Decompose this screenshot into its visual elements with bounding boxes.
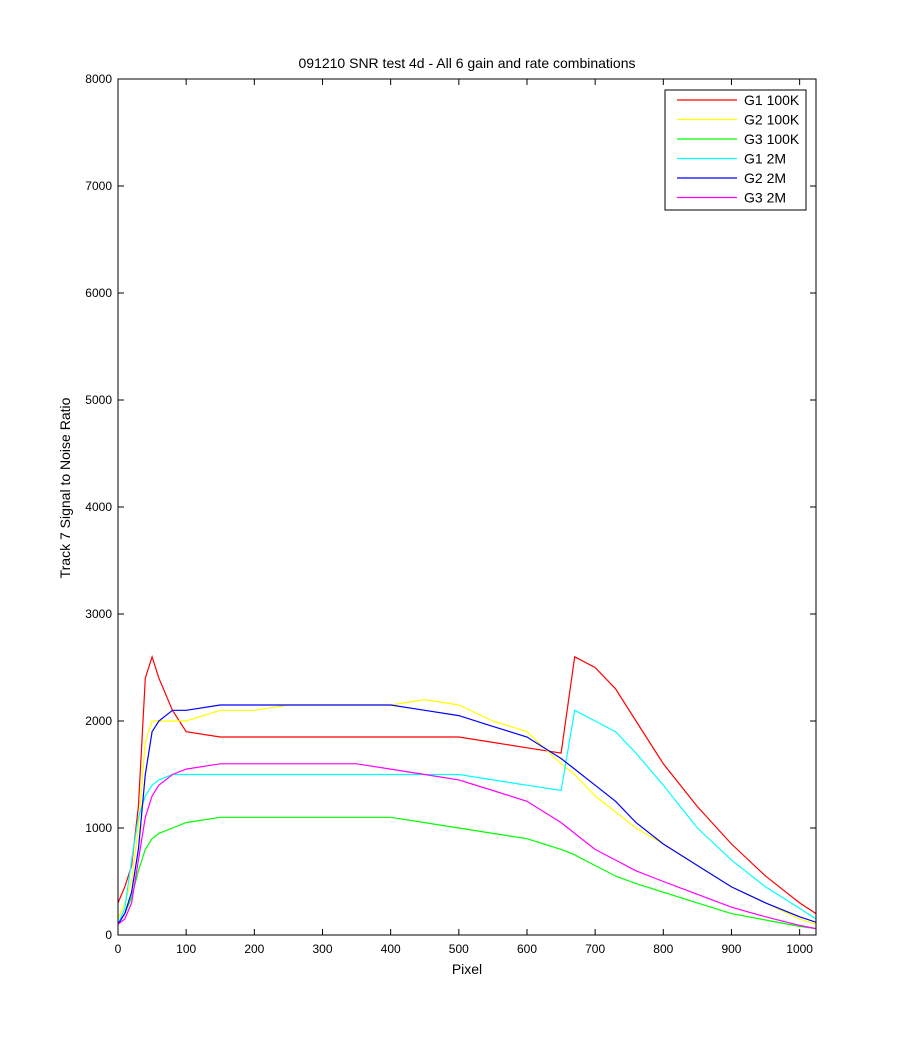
y-axis: 0 1000 2000 3000 4000 5000 6000 7000 8000 xyxy=(85,72,816,942)
y-tick-label: 6000 xyxy=(85,286,112,300)
series-line-6 xyxy=(118,763,816,930)
x-tick-label: 400 xyxy=(381,942,401,956)
y-tick-label: 0 xyxy=(105,928,112,942)
legend-label: G1 2M xyxy=(744,151,786,167)
series-line-1 xyxy=(118,654,816,915)
series-layer xyxy=(118,654,816,930)
y-tick-label: 3000 xyxy=(85,607,112,621)
x-tick-label: 200 xyxy=(244,942,264,956)
series-line-2 xyxy=(118,698,816,925)
legend-label: G1 100K xyxy=(744,92,800,108)
x-tick-label: 500 xyxy=(449,942,469,956)
x-tick-label: 1000 xyxy=(786,942,813,956)
x-tick-label: 100 xyxy=(176,942,196,956)
y-tick-label: 1000 xyxy=(85,821,112,835)
x-axis-label: Pixel xyxy=(452,961,482,977)
legend-label: G2 100K xyxy=(744,112,800,128)
y-axis-label: Track 7 Signal to Noise Ratio xyxy=(57,397,73,578)
y-tick-label: 7000 xyxy=(85,179,112,193)
x-tick-label: 600 xyxy=(517,942,537,956)
x-tick-label: 0 xyxy=(115,942,122,956)
y-tick-label: 8000 xyxy=(85,72,112,86)
legend: G1 100K G2 100K G3 100K G1 2M G2 2M G3 2M xyxy=(664,89,807,211)
x-tick-label: 300 xyxy=(312,942,332,956)
legend-box xyxy=(664,89,807,211)
y-tick-label: 2000 xyxy=(85,714,112,728)
series-line-3 xyxy=(118,816,816,930)
legend-label: G3 2M xyxy=(744,190,786,206)
series-line-5 xyxy=(118,704,816,925)
series-line-4 xyxy=(118,709,816,925)
chart-title: 091210 SNR test 4d - All 6 gain and rate… xyxy=(299,55,636,71)
legend-label: G2 2M xyxy=(744,170,786,186)
y-tick-label: 5000 xyxy=(85,393,112,407)
x-tick-label: 900 xyxy=(721,942,741,956)
x-tick-label: 800 xyxy=(653,942,673,956)
x-tick-label: 700 xyxy=(585,942,605,956)
y-tick-label: 4000 xyxy=(85,500,112,514)
legend-label: G3 100K xyxy=(744,131,800,147)
x-axis: 0 100 200 300 400 500 600 700 800 900 1000 xyxy=(115,79,813,956)
